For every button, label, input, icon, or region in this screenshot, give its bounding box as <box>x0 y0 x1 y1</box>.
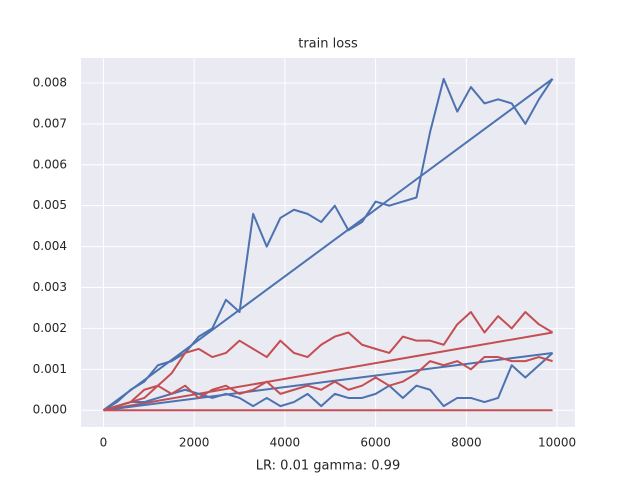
y-tick-label: 0.002 <box>33 321 67 335</box>
y-tick-label: 0.004 <box>33 239 67 253</box>
series-line <box>103 352 554 412</box>
x-tick-label: 10000 <box>538 436 576 450</box>
x-tick-label: 2000 <box>179 436 210 450</box>
series-line <box>103 311 554 412</box>
x-axis-label: LR: 0.01 gamma: 0.99 <box>256 459 400 474</box>
x-tick-label: 4000 <box>270 436 301 450</box>
y-tick-label: 0.006 <box>33 157 67 171</box>
series-line <box>103 331 553 412</box>
series-line <box>103 356 553 412</box>
series-line <box>102 78 554 412</box>
x-tick-label: 8000 <box>451 436 482 450</box>
y-tick-label: 0.005 <box>33 198 67 212</box>
y-tick-label: 0.003 <box>33 280 67 294</box>
y-tick-label: 0.007 <box>33 116 67 130</box>
series-line <box>102 77 554 412</box>
y-tick-label: 0.008 <box>33 75 67 89</box>
y-tick-label: 0.001 <box>33 362 67 376</box>
y-tick-label: 0.000 <box>33 403 67 417</box>
x-tick-label: 0 <box>100 436 108 450</box>
chart-title: train loss <box>298 37 358 52</box>
x-tick-label: 6000 <box>360 436 391 450</box>
